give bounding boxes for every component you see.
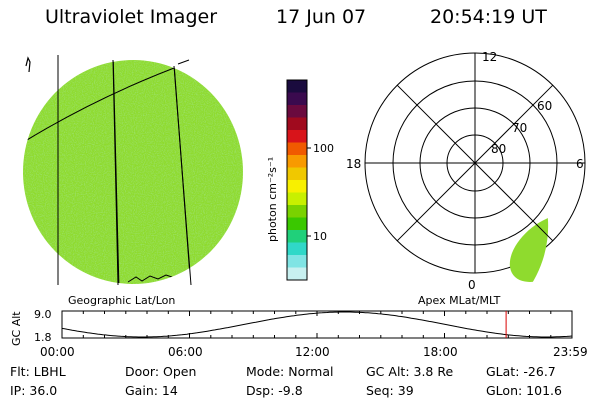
time-label: 20:54:19 UT [430,6,547,28]
geographic-label: Geographic Lat/Lon [68,294,175,307]
apex-label: Apex MLat/MLT [418,294,501,307]
colorbar-band [287,92,307,106]
colorbar-tick-100: 100 [313,142,334,155]
colorbar-band [287,142,307,156]
lat-80-label: 80 [491,142,506,156]
time-tick-3: 18:00 [423,345,458,359]
apex-polar-plot: 12 18 6 0 60 70 80 [346,50,587,292]
time-tick-0: 00:00 [40,345,75,359]
mlt-0-label: 0 [468,278,476,292]
date-label: 17 Jun 07 [276,6,367,28]
colorbar-band [287,230,307,243]
mlt-12-label: 12 [482,50,497,64]
mode-status: Mode: Normal [246,364,334,379]
colorbar [287,80,307,281]
glat-status: GLat: -26.7 [486,364,556,379]
colorbar-frame [286,79,308,281]
lat-70-label: 70 [512,121,527,135]
glon-status: GLon: 101.6 [486,383,562,398]
colorbar-band [287,217,307,231]
colorbar-band [287,117,307,131]
geographic-image [23,55,243,286]
ip-status: IP: 36.0 [10,383,58,398]
gc-alt-status: GC Alt: 3.8 Re [366,364,454,379]
lat-60-label: 60 [537,99,552,113]
colorbar-band [287,80,307,93]
image-noise [23,60,243,284]
dsp-status: Dsp: -9.8 [246,383,303,398]
colorbar-band [287,242,307,256]
coastline [127,274,179,283]
altitude-plot [61,310,573,339]
meridian-line-ext [112,59,119,286]
door-status: Door: Open [125,364,197,379]
terminator-mark [25,56,31,73]
colorbar-band [287,167,307,181]
altitude-ymax: 9.0 [34,308,52,321]
polar-diagonal [396,84,554,242]
instrument-title: Ultraviolet Imager [45,6,218,28]
colorbar-band [287,192,307,206]
time-tick-2: 12:00 [295,345,330,359]
time-tick-4: 23:59 [553,345,588,359]
meridian-line-ext [173,65,192,286]
colorbar-band [287,180,307,193]
filter-status: Flt: LBHL [10,364,66,379]
colorbar-band [287,130,307,143]
colorbar-band [287,205,307,218]
colorbar-tick-10: 10 [313,230,327,243]
altitude-ylabel: GC Alt [10,311,23,346]
altitude-ymin: 1.8 [34,331,52,344]
latitude-line [23,61,191,144]
colorbar-unit-label: photon cm⁻²s⁻¹ [266,157,279,242]
colorbar-band [287,255,307,268]
mlt-6-label: 6 [576,157,584,171]
mlt-18-label: 18 [346,157,361,171]
colorbar-band [287,267,307,281]
colorbar-band [287,105,307,118]
gain-status: Gain: 14 [125,383,178,398]
latitude-line-ext [177,59,190,65]
time-tick-1: 06:00 [168,345,203,359]
seq-status: Seq: 39 [366,383,414,398]
colorbar-band [287,155,307,168]
